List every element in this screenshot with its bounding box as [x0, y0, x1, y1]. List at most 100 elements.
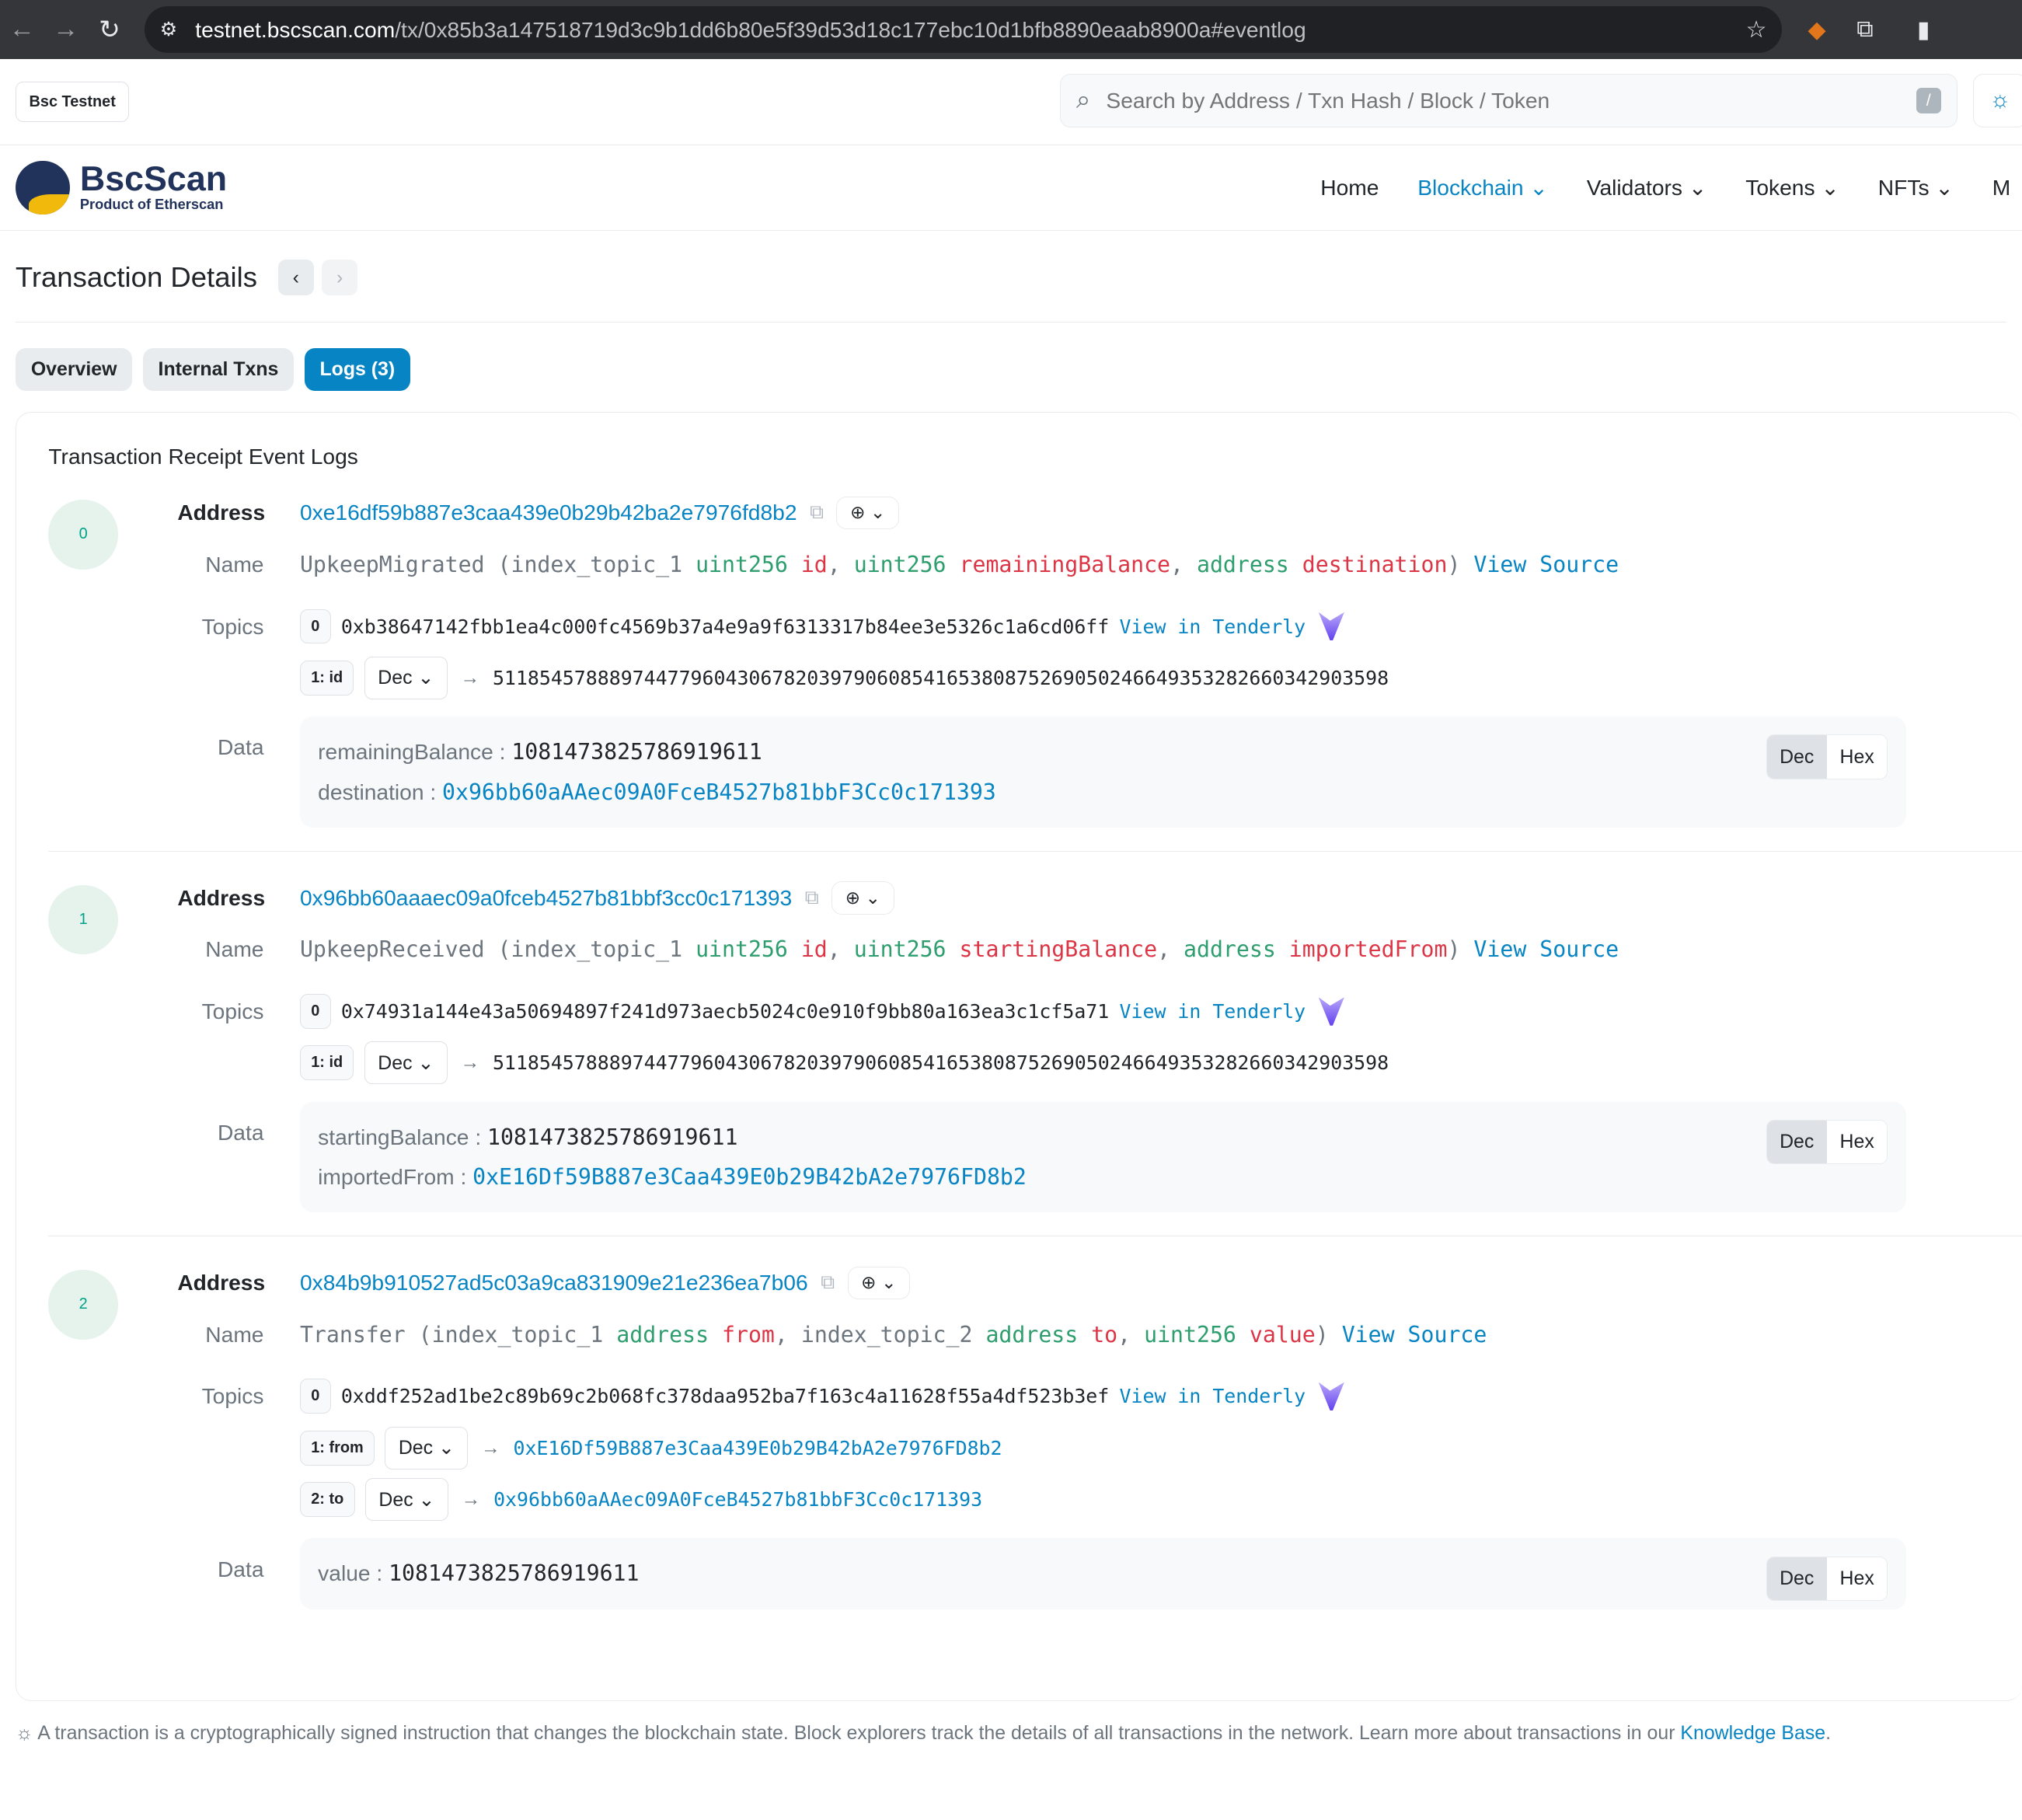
tab-internal-txns[interactable]: Internal Txns: [142, 347, 295, 392]
tab-logs[interactable]: Logs (3): [304, 347, 411, 392]
contract-address-link[interactable]: 0xe16df59b887e3caa439e0b29b42ba2e7976fd8…: [299, 500, 797, 525]
event-signature-part: address: [985, 1321, 1079, 1348]
dec-hex-toggle: Dec Hex: [1766, 1556, 1888, 1602]
hex-button[interactable]: Hex: [1826, 1557, 1888, 1601]
view-source-link[interactable]: View Source: [1473, 936, 1619, 963]
event-signature-part: ,: [827, 551, 854, 577]
address-label: Address: [177, 500, 266, 525]
contract-address-link[interactable]: 0x96bb60aaaec09a0fceb4527b81bbf3cc0c1713…: [299, 884, 793, 910]
data-label: Data: [217, 1556, 264, 1581]
event-signature-part: uint256: [695, 936, 788, 963]
topic-index-badge: 0: [299, 608, 331, 644]
nav-validators[interactable]: Validators ⌄: [1586, 175, 1707, 200]
event-signature-part: id: [787, 936, 828, 963]
view-source-link[interactable]: View Source: [1473, 551, 1619, 577]
arrow-right-icon: →: [460, 1051, 480, 1074]
copy-icon[interactable]: ⧉: [810, 501, 824, 524]
view-in-tenderly-link[interactable]: View in Tenderly: [1119, 999, 1306, 1023]
back-icon[interactable]: ←: [9, 15, 35, 44]
topic-hash: 0x74931a144e43a50694897f241d973aecb5024c…: [340, 999, 1110, 1023]
topic-format-select[interactable]: Dec ⌄: [364, 1041, 448, 1085]
prev-tx-button[interactable]: ‹: [277, 259, 314, 296]
dec-button[interactable]: Dec: [1766, 735, 1827, 779]
reload-icon[interactable]: ↻: [99, 16, 120, 45]
hex-button[interactable]: Hex: [1826, 1120, 1888, 1164]
theme-toggle-sun-icon[interactable]: ☼: [1972, 73, 2022, 128]
nav-home[interactable]: Home: [1320, 175, 1379, 200]
url-path: /tx/0x85b3a147518719d3c9b1dd6b80e5f39d53…: [395, 16, 1306, 42]
side-panel-icon[interactable]: ▮: [1916, 16, 1930, 43]
nav-blockchain[interactable]: Blockchain ⌄: [1417, 175, 1548, 200]
topic-index-badge: 1: id: [299, 1045, 354, 1081]
data-key: startingBalance: [318, 1124, 469, 1149]
search-input[interactable]: [1103, 86, 1916, 115]
magnifier-plus-icon: ⊕: [850, 502, 866, 523]
network-badge[interactable]: Bsc Testnet: [15, 82, 130, 122]
log-index: 1: [48, 884, 118, 955]
nav-more[interactable]: M: [1992, 175, 2011, 200]
log-index: 0: [48, 500, 118, 570]
view-in-tenderly-link[interactable]: View in Tenderly: [1119, 1385, 1306, 1408]
contract-address-link[interactable]: 0x84b9b910527ad5c03a9ca831909e21e236ea7b…: [299, 1270, 808, 1295]
zoom-dropdown-button[interactable]: ⊕ ⌄: [831, 881, 894, 915]
event-signature-part: uint256: [1144, 1321, 1236, 1348]
topic-hash: 0xddf252ad1be2c89b69c2b068fc378daa952ba7…: [340, 1385, 1110, 1408]
data-field: remainingBalance : 1081473825786919611: [318, 739, 762, 765]
event-signature-part: address: [1184, 936, 1276, 963]
knowledge-base-link[interactable]: Knowledge Base: [1680, 1721, 1826, 1744]
data-key: destination: [318, 779, 424, 804]
search-icon: ⌕: [1075, 85, 1091, 115]
data-value[interactable]: 0x96bb60aAAec09A0FceB4527b81bbF3Cc0c1713…: [442, 779, 996, 805]
tenderly-icon: [1318, 612, 1344, 641]
zoom-dropdown-button[interactable]: ⊕ ⌄: [847, 1266, 911, 1300]
data-field: importedFrom : 0xE16Df59B887e3Caa439E0b2…: [318, 1163, 1027, 1190]
zoom-dropdown-button[interactable]: ⊕ ⌄: [836, 496, 900, 530]
nav-nfts[interactable]: NFTs ⌄: [1877, 175, 1954, 200]
data-value: 1081473825786919611: [389, 1560, 640, 1587]
topic-decoded-value[interactable]: 0xE16Df59B887e3Caa439E0b29B42bA2e7976FD8…: [513, 1436, 1002, 1459]
bookmark-star-icon[interactable]: ☆: [1745, 16, 1767, 43]
bscscan-logo[interactable]: BscScan Product of Etherscan: [15, 160, 227, 215]
topic-format-select[interactable]: Dec ⌄: [364, 656, 448, 699]
event-signature-part: address: [1196, 551, 1289, 577]
footer-text: A transaction is a cryptographically sig…: [37, 1721, 1681, 1744]
topic-index-badge: 0: [299, 1379, 331, 1414]
topic-format-select[interactable]: Dec ⌄: [364, 1478, 448, 1522]
dec-button[interactable]: Dec: [1766, 1557, 1827, 1601]
url-host: testnet.bscscan.com: [195, 16, 396, 42]
dec-button[interactable]: Dec: [1766, 1120, 1827, 1164]
event-signature-part: ): [1447, 936, 1461, 963]
arrow-right-icon: →: [460, 666, 480, 689]
name-label: Name: [205, 936, 264, 962]
event-signature-part: destination: [1288, 551, 1448, 577]
event-signature-part: Transfer (index_topic_1: [299, 1321, 617, 1348]
copy-icon[interactable]: ⧉: [821, 1271, 835, 1294]
address-bar[interactable]: ⚙ testnet.bscscan.com/tx/0x85b3a14751871…: [144, 6, 1783, 54]
tab-overview[interactable]: Overview: [15, 347, 133, 392]
search-box[interactable]: ⌕ /: [1060, 73, 1958, 128]
extensions-icon[interactable]: ⧉: [1856, 16, 1874, 43]
view-in-tenderly-link[interactable]: View in Tenderly: [1119, 615, 1306, 638]
site-settings-icon[interactable]: ⚙: [159, 19, 178, 41]
data-value[interactable]: 0xE16Df59B887e3Caa439E0b29B42bA2e7976FD8…: [472, 1163, 1027, 1190]
event-signature-part: address: [616, 1321, 709, 1348]
topic-format-select[interactable]: Dec ⌄: [385, 1426, 469, 1470]
forward-icon[interactable]: →: [53, 15, 79, 44]
data-label: Data: [217, 1119, 264, 1145]
topics-label: Topics: [201, 1383, 264, 1409]
topics-label: Topics: [201, 613, 264, 639]
topic-index-badge: 1: from: [299, 1430, 375, 1466]
hex-button[interactable]: Hex: [1826, 735, 1888, 779]
copy-icon[interactable]: ⧉: [804, 886, 819, 908]
event-signature-part: id: [787, 551, 828, 577]
magnifier-plus-icon: ⊕: [861, 1272, 877, 1293]
topic-decoded-value[interactable]: 0x96bb60aAAec09A0FceB4527b81bbF3Cc0c1713…: [493, 1488, 983, 1511]
event-log-list: 0 Address 0xe16df59b887e3caa439e0b29b42b…: [48, 487, 2022, 1633]
tenderly-icon: [1318, 997, 1344, 1026]
next-tx-button[interactable]: ›: [321, 259, 358, 296]
view-source-link[interactable]: View Source: [1341, 1321, 1487, 1348]
data-key: value: [318, 1560, 371, 1586]
nav-tokens[interactable]: Tokens ⌄: [1745, 175, 1839, 200]
shortcut-key: /: [1916, 88, 1942, 113]
metamask-icon[interactable]: ◆: [1808, 16, 1826, 43]
